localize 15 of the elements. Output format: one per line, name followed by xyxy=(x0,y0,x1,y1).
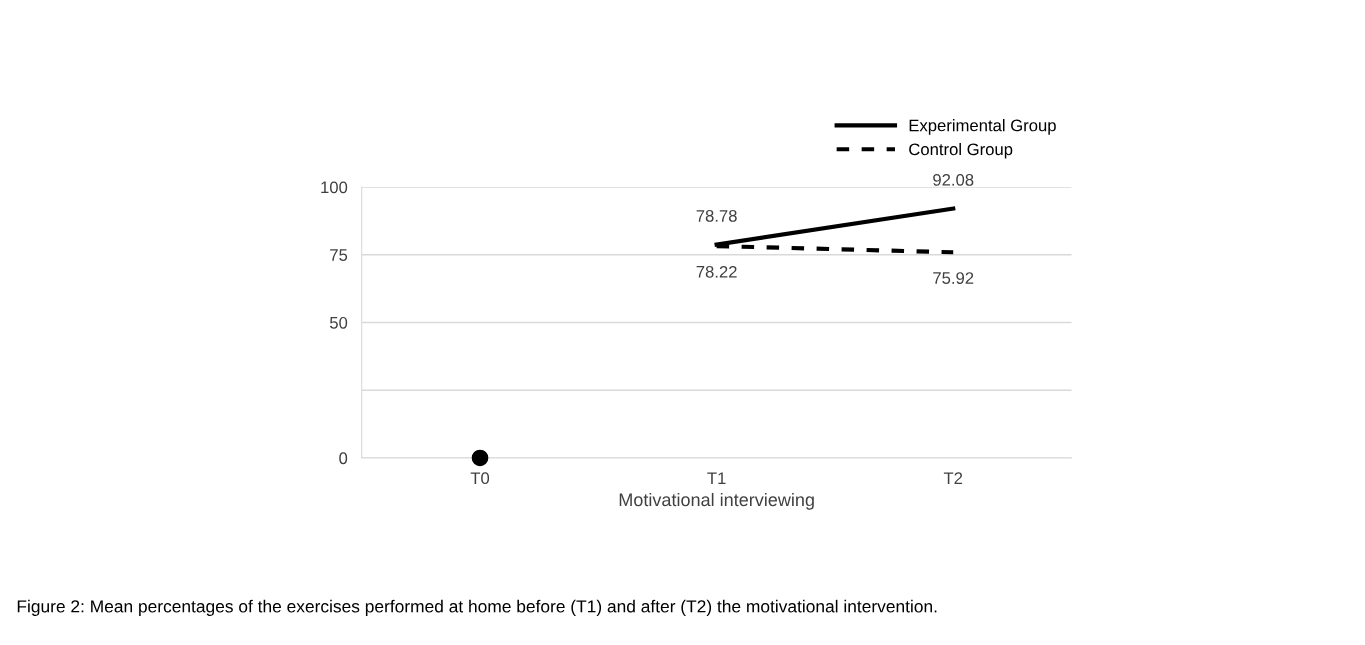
x-axis-title: Motivational interviewing xyxy=(619,492,814,510)
data-label: 78.22 xyxy=(696,265,737,278)
caption: Figure 2: Mean percentages of the exercises performed at home before (T1) and after (T2) the motivational intervention. xyxy=(17,599,937,616)
x-tick-label: T0 xyxy=(470,472,490,485)
data-label: 78.78 xyxy=(696,209,737,222)
y-tick-label: 0 xyxy=(339,452,348,465)
legend-label: Experimental Group xyxy=(909,119,1056,135)
y-tick-label: 75 xyxy=(330,249,348,261)
y-tick-label: 50 xyxy=(329,316,348,329)
data-label: 75.92 xyxy=(933,272,974,284)
y-tick-label: 100 xyxy=(321,181,348,194)
x-tick-label: T1 xyxy=(707,472,726,484)
data-label: 92.08 xyxy=(933,173,974,186)
x-tick-label: T2 xyxy=(943,472,963,484)
legend-label: Control Group xyxy=(909,142,1013,159)
